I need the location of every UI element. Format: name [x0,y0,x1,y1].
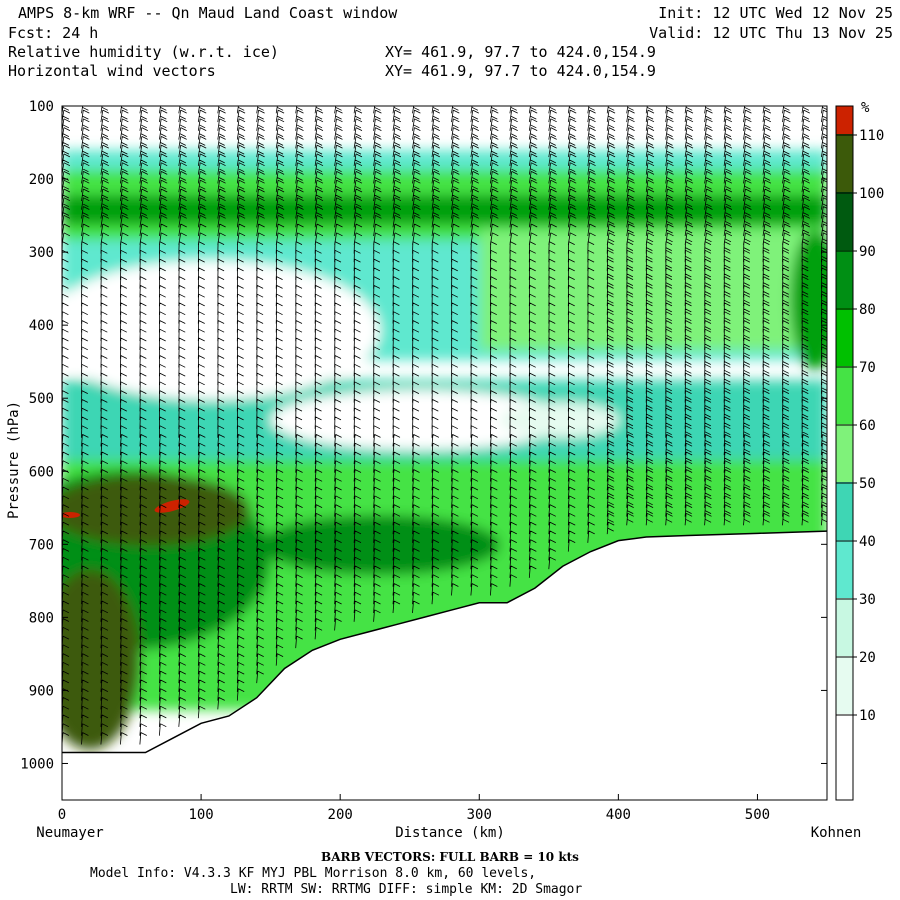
colorbar-swatch [836,134,853,192]
field-name-wind: Horizontal wind vectors [8,62,216,80]
rh-surface-core [62,570,140,750]
colorbar-unit: % [861,100,870,116]
x-tick-label: 200 [328,807,353,823]
colorbar-swatch [836,424,853,482]
y-tick-label: 100 [29,99,54,115]
y-tick-label: 300 [29,245,54,261]
colorbar-label: 90 [859,244,876,260]
plot-frame [61,105,828,801]
colorbar-label: 50 [859,476,876,492]
x-axis-label: Distance (km) [395,825,505,841]
colorbar-swatch [836,106,853,134]
x-tick-label: 100 [188,807,213,823]
colorbar-label: 110 [859,128,884,144]
model-info: Model Info: V4.3.3 KF MYJ PBL Morrison 8… [90,866,536,881]
y-tick-label: 800 [29,610,54,626]
y-tick-label: 700 [29,537,54,553]
colorbar-label: 80 [859,302,876,318]
xy-range-wind: XY= 461.9, 97.7 to 424.0,154.9 [385,62,656,80]
colorbar-label: 20 [859,650,876,666]
humidity-field [62,106,827,800]
colorbar-label: 10 [859,708,876,724]
y-tick-label: 600 [29,464,54,480]
y-tick-label: 400 [29,318,54,334]
x-tick-label: 400 [606,807,631,823]
xy-range-humidity: XY= 461.9, 97.7 to 424.0,154.9 [385,43,656,61]
colorbar-swatch [836,192,853,250]
terrain-mask [62,530,827,800]
x-tick-label: 300 [467,807,492,823]
x-axis-ticks: 0 100 200 300 400 500 [58,794,770,823]
colorbar-frame [835,105,854,801]
barb-note: BARB VECTORS: FULL BARB = 10 kts [321,850,579,864]
x-tick-label: 500 [745,807,770,823]
rh-mid-dark [260,515,500,575]
rh-supersat-spot [154,499,190,513]
y-tick-label: 500 [29,391,54,407]
right-endpoint-label: Kohnen [811,825,862,841]
colorbar-swatch [836,540,853,598]
rh-east-dark [790,230,827,370]
field-name-humidity: Relative humidity (w.r.t. ice) [8,43,279,61]
wind-barb-strokes [62,106,827,745]
rh-mid-green-east [480,230,827,350]
y-tick-label: 900 [29,683,54,699]
plot-title: AMPS 8-km WRF -- Qn Maud Land Coast wind… [18,4,398,22]
colorbar-label: 70 [859,360,876,376]
forecast-hour: Fcst: 24 h [8,24,98,42]
y-tick-label: 200 [29,172,54,188]
colorbar-swatch [836,656,853,714]
colorbar: 10 20 30 40 50 60 70 80 90 100 110 [835,105,884,801]
left-endpoint-label: Neumayer [36,825,103,841]
colorbar-label: 40 [859,534,876,550]
colorbar-swatch [836,714,853,772]
colorbar-swatch [836,308,853,366]
valid-time: Valid: 12 UTC Thu 13 Nov 25 [649,24,893,42]
colorbar-label: 60 [859,418,876,434]
rh-supersat-spot-west [62,512,80,518]
physics-info: LW: RRTM SW: RRTMG DIFF: simple KM: 2D S… [230,882,582,897]
rh-dry-tongue-faint [500,402,620,438]
rh-dry-core [62,260,380,400]
x-tick-label: 0 [58,807,66,823]
colorbar-label: 100 [859,186,884,202]
wind-barbs [62,106,827,745]
colorbar-swatch [836,772,853,800]
plot-area: 100 200 300 400 500 600 700 800 900 1000 0 100 200 3… [20,99,828,823]
rh-band-dark [62,195,827,225]
y-axis-label: Pressure (hPa) [6,401,22,519]
colorbar-label: 30 [859,592,876,608]
colorbar-swatch [836,366,853,424]
colorbar-swatch [836,250,853,308]
y-axis-ticks: 100 200 300 400 500 600 700 800 900 1000 [20,99,827,772]
rh-lowlevel-core [62,475,250,545]
y-tick-label: 1000 [20,756,54,772]
rh-dry-tongue [270,390,570,450]
colorbar-swatch [836,598,853,656]
init-time: Init: 12 UTC Wed 12 Nov 25 [658,4,893,22]
colorbar-swatch [836,482,853,540]
